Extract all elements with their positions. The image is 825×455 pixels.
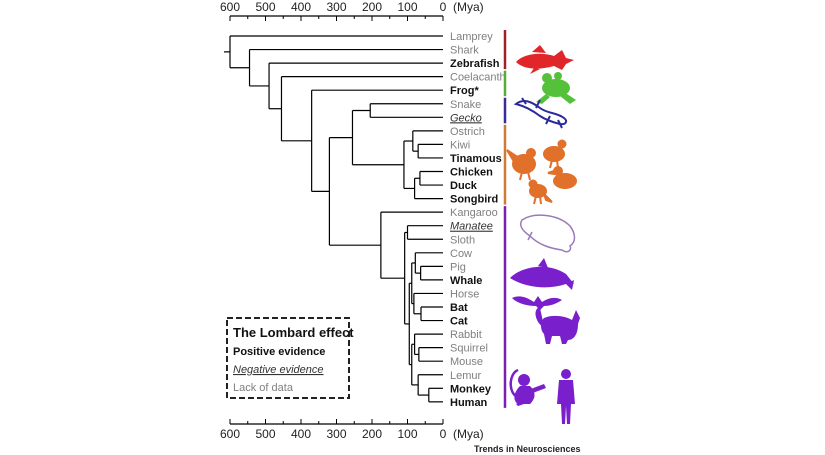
bird-silhouettes [506,139,577,205]
gecko-outline [513,97,568,129]
species-label-zebrafish: Zebrafish [450,58,500,70]
legend-positive-evidence: Positive evidence [233,346,325,358]
species-label-kiwi: Kiwi [450,139,470,151]
legend: The Lombard effect Positive evidence Neg… [226,317,354,399]
human-silhouette [557,369,575,424]
species-label-ostrich: Ostrich [450,126,485,138]
species-label-lamprey: Lamprey [450,31,493,43]
species-label-whale: Whale [450,275,482,287]
axis-tick-label: 200 [362,0,382,14]
species-label-sloth: Sloth [450,234,475,246]
species-label-lemur: Lemur [450,370,482,382]
species-label-bat: Bat [450,302,468,314]
species-label-cat: Cat [450,316,468,328]
species-label-horse: Horse [450,288,479,300]
axis-unit-label: (Mya) [453,0,484,14]
zebrafish-silhouette [516,45,574,74]
species-label-cow: Cow [450,248,472,260]
axis-tick-label: 100 [397,427,417,441]
axis-tick-label: 0 [440,0,447,14]
species-label-human: Human [450,397,488,409]
axis-tick-label: 500 [255,0,275,14]
manatee-outline [519,214,576,253]
species-label-squirrel: Squirrel [450,343,488,355]
species-label-songbird: Songbird [450,194,498,206]
species-label-frog: Frog* [450,85,479,97]
species-label-shark: Shark [450,45,479,57]
axis-tick-label: 400 [291,427,311,441]
legend-negative-evidence: Negative evidence [233,364,324,376]
axis-tick-label: 0 [440,427,447,441]
species-label-mouse: Mouse [450,356,483,368]
axis-unit-label: (Mya) [453,427,484,441]
species-label-duck: Duck [450,180,478,192]
legend-box [226,317,350,399]
axis-tick-label: 600 [220,427,240,441]
bat-silhouette [512,296,562,310]
axis-tick-label: 400 [291,0,311,14]
species-label-tinamous: Tinamous [450,153,502,165]
axis-tick-label: 100 [397,0,417,14]
frog-silhouette [536,72,576,104]
species-label-snake: Snake [450,99,481,111]
axis-tick-label: 600 [220,0,240,14]
axis-tick-label: 500 [255,427,275,441]
species-label-coelacanth: Coelacanth [450,72,506,84]
species-label-pig: Pig [450,261,466,273]
species-label-rabbit: Rabbit [450,329,482,341]
axis-tick-label: 300 [326,0,346,14]
phylogenetic-tree [224,35,443,403]
monkey-silhouette [509,368,546,406]
species-label-monkey: Monkey [450,383,492,395]
species-label-kangaroo: Kangaroo [450,207,498,219]
whale-silhouette [510,258,574,290]
axis-tick-label: 200 [362,427,382,441]
journal-credit: Trends in Neurosciences [474,444,581,454]
species-label-manatee: Manatee [450,221,493,233]
animal-silhouettes [506,45,580,424]
species-label-chicken: Chicken [450,167,493,179]
legend-lack-of-data: Lack of data [233,382,294,394]
species-label-gecko: Gecko [450,112,482,124]
time-axis-top: 600 500 400 300 200 100 0 (Mya) [220,0,484,21]
time-axis-bottom: 600 500 400 300 200 100 0 (Mya) [220,419,484,441]
cat-silhouette [535,306,580,344]
axis-tick-label: 300 [326,427,346,441]
legend-title: The Lombard effect [233,325,354,340]
